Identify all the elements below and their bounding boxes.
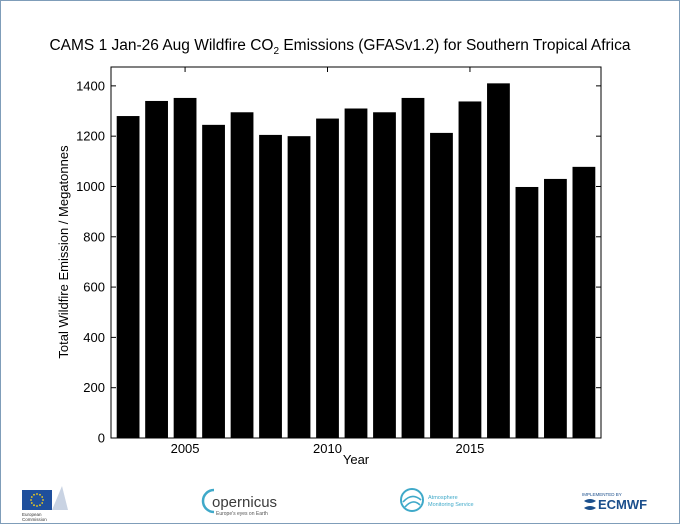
eu-label-2: Commission — [22, 517, 47, 522]
y-tick-label-200: 200 — [83, 380, 105, 395]
x-tick-label-2015: 2015 — [455, 441, 484, 456]
cams-logo: Atmosphere Monitoring Service — [400, 488, 474, 512]
eu-star-icon — [30, 499, 32, 501]
bar-2003 — [116, 116, 140, 438]
bar-2016 — [487, 83, 510, 438]
eu-star-icon — [30, 502, 33, 504]
bar-2015 — [458, 101, 482, 438]
eu-star-icon — [36, 505, 38, 507]
bar-2019 — [572, 166, 596, 438]
eu-label-1: European — [22, 512, 42, 517]
ecmwf-mark-icon — [584, 499, 596, 510]
plot-frame — [110, 66, 602, 439]
footer-logos: European Commission opernicus Europe's e… — [0, 478, 680, 522]
bar-2017 — [515, 186, 539, 438]
plot-area: 0 200 400 600 800 1000 1200 1400 2005 2010 2015 — [76, 66, 602, 456]
y-tick-label-0: 0 — [98, 431, 105, 446]
bar-2010 — [316, 118, 339, 438]
x-axis-label: Year — [343, 452, 370, 467]
eu-flag — [22, 490, 52, 510]
y-tick-label-1200: 1200 — [76, 129, 105, 144]
y-tick-label-800: 800 — [83, 229, 105, 244]
bar-2013 — [401, 97, 425, 439]
atmosphere-line-2: Monitoring Service — [428, 502, 474, 508]
eu-star-icon — [41, 502, 44, 504]
chart-title: CAMS 1 Jan-26 Aug Wildfire CO2 Emissions… — [49, 37, 630, 57]
bar-2014 — [430, 132, 453, 438]
chart-title-suffix: Emissions (GFASv1.2) for Southern Tropic… — [279, 37, 631, 54]
chart-title-prefix: CAMS 1 Jan-26 Aug Wildfire CO — [49, 37, 273, 54]
bar-2006 — [202, 124, 225, 439]
eu-commission-logo: European Commission — [22, 486, 68, 522]
bar-2005 — [173, 97, 197, 439]
bar-2008 — [259, 134, 282, 438]
eu-star-icon — [39, 493, 41, 496]
ecmwf-name: ECMWF — [598, 497, 647, 512]
eu-star-icon — [33, 504, 35, 507]
eu-star-icon — [36, 493, 38, 495]
y-tick-label-600: 600 — [83, 280, 105, 295]
ecmwf-implemented-by: IMPLEMENTED BY — [582, 492, 622, 497]
copernicus-tagline: Europe's eyes on Earth — [216, 511, 268, 517]
bar-2009 — [287, 136, 311, 438]
cams-swirl-icon — [402, 495, 422, 508]
footer-svg: European Commission opernicus Europe's e… — [22, 486, 647, 522]
eu-star-icon — [42, 499, 44, 501]
y-axis-label: Total Wildfire Emission / Megatonnes — [56, 145, 71, 359]
cams-globe-icon — [400, 488, 424, 512]
eu-star-icon — [33, 493, 35, 496]
atmosphere-line-1: Atmosphere — [428, 495, 458, 501]
y-tick-label-1000: 1000 — [76, 179, 105, 194]
chart-title-subscript: 2 — [273, 46, 279, 57]
chart: CAMS 1 Jan-26 Aug Wildfire CO2 Emissions… — [49, 37, 630, 467]
ecmwf-logo: IMPLEMENTED BY ECMWF — [582, 492, 647, 512]
eu-star-icon — [41, 496, 44, 498]
x-tick-label-2005: 2005 — [171, 441, 200, 456]
eu-stars — [30, 493, 44, 507]
x-tick-label-2010: 2010 — [313, 441, 342, 456]
eu-building-icon — [52, 486, 68, 510]
bar-2004 — [145, 100, 168, 438]
bar-2018 — [544, 178, 567, 438]
eu-star-icon — [30, 496, 33, 498]
bar-2007 — [230, 112, 254, 439]
copernicus-logo: opernicus Europe's eyes on Earth — [201, 488, 277, 517]
copernicus-c-icon — [201, 488, 215, 514]
copernicus-name: opernicus — [212, 494, 277, 511]
eu-star-icon — [39, 504, 41, 507]
y-tick-label-1400: 1400 — [76, 78, 105, 93]
y-tick-label-400: 400 — [83, 330, 105, 345]
bar-2012 — [373, 112, 396, 439]
bar-2011 — [344, 108, 368, 438]
